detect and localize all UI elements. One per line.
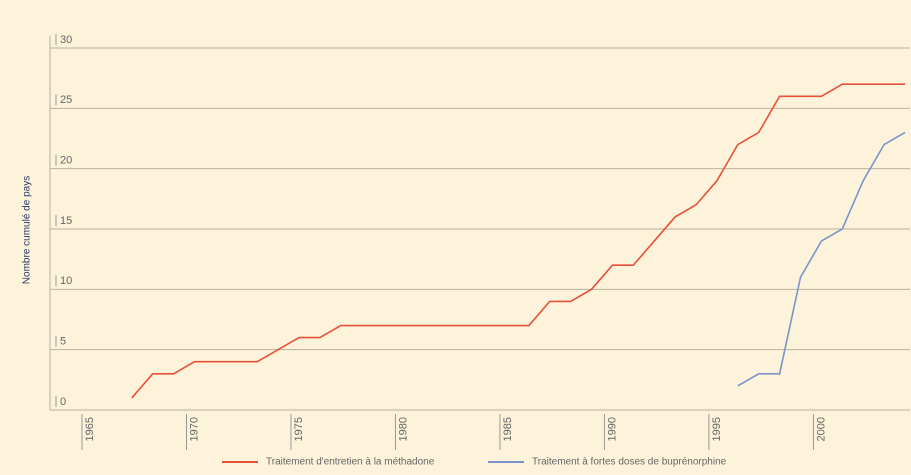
x-tick-label: 1990 bbox=[606, 417, 618, 441]
y-tick-label: 10 bbox=[60, 275, 72, 287]
y-tick-label: 15 bbox=[60, 215, 72, 227]
line-series bbox=[737, 131, 906, 387]
line-series bbox=[131, 83, 905, 399]
y-tick-label: 20 bbox=[60, 155, 72, 167]
y-tick-label: 5 bbox=[60, 336, 66, 348]
x-tick-label: 1980 bbox=[397, 417, 409, 441]
x-tick-label: 1995 bbox=[711, 417, 723, 441]
y-axis-label: Nombre cumulé de pays bbox=[22, 176, 33, 284]
x-tick-label: 1965 bbox=[84, 417, 96, 441]
y-tick-label: 0 bbox=[60, 396, 66, 408]
x-tick-label: 1975 bbox=[293, 417, 305, 441]
x-tick-label: 1985 bbox=[502, 417, 514, 441]
y-tick-label: 30 bbox=[60, 34, 72, 46]
x-tick-label: 1970 bbox=[188, 417, 200, 441]
y-tick-label: 25 bbox=[60, 94, 72, 106]
x-tick-label: 2000 bbox=[815, 417, 827, 441]
legend-label: Traitement à fortes doses de buprénorphi… bbox=[532, 457, 727, 468]
legend-label: Traitement d'entretien à la méthadone bbox=[266, 457, 435, 468]
